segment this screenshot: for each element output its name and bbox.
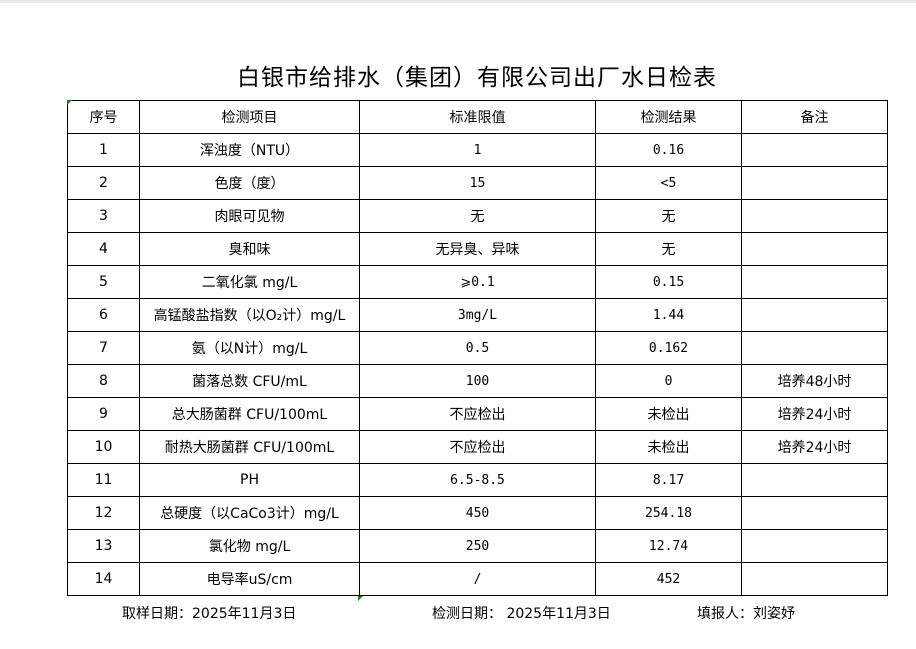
- test-item[interactable]: 总硬度（以CaCo3计）mg/L: [139, 496, 360, 530]
- remark[interactable]: [741, 496, 888, 530]
- table-row: 12 总硬度（以CaCo3计）mg/L 450 254.18: [67, 496, 888, 530]
- table-row: 5 二氧化氯 mg/L ⩾0.1 0.15: [67, 265, 888, 299]
- row-number[interactable]: 4: [67, 232, 140, 266]
- table-row: 11 PH 6.5-8.5 8.17: [67, 463, 888, 497]
- table-row: 14 电导率uS/cm/452: [67, 562, 888, 596]
- standard-limit[interactable]: 1: [359, 133, 596, 167]
- standard-limit[interactable]: 100: [359, 364, 596, 398]
- cell-comment-marker: [358, 596, 363, 601]
- row-number[interactable]: 6: [67, 298, 140, 332]
- standard-limit[interactable]: 3mg/L: [359, 298, 596, 332]
- test-result[interactable]: 8.17: [595, 463, 742, 497]
- remark[interactable]: [741, 166, 888, 200]
- row-number[interactable]: 14: [67, 562, 140, 596]
- remark[interactable]: [741, 232, 888, 266]
- row-number[interactable]: 5: [67, 265, 140, 299]
- test-item[interactable]: 浑浊度（NTU）: [139, 133, 360, 167]
- remark[interactable]: 培养48小时: [741, 364, 888, 398]
- remark[interactable]: 培养24小时: [741, 430, 888, 464]
- window-top-border: [0, 0, 916, 3]
- table-row: 1 浑浊度（NTU） 1 0.16: [67, 133, 888, 167]
- test-item[interactable]: 二氧化氯 mg/L: [139, 265, 360, 299]
- test-result[interactable]: 12.74: [595, 529, 742, 563]
- test-item[interactable]: 高锰酸盐指数（以O₂计）mg/L: [139, 298, 360, 332]
- row-number[interactable]: 11: [67, 463, 140, 497]
- standard-limit[interactable]: 6.5-8.5: [359, 463, 596, 497]
- row-number[interactable]: 10: [67, 430, 140, 464]
- test-item[interactable]: 总大肠菌群 CFU/100mL: [139, 397, 360, 431]
- column-header[interactable]: 标准限值: [359, 100, 596, 134]
- test-result[interactable]: 0.15: [595, 265, 742, 299]
- row-number[interactable]: 3: [67, 199, 140, 233]
- test-result[interactable]: 未检出: [595, 397, 742, 431]
- remark[interactable]: [741, 562, 888, 596]
- row-number[interactable]: 13: [67, 529, 140, 563]
- reporter: 填报人：刘姿妤: [697, 606, 795, 622]
- test-result[interactable]: 0.162: [595, 331, 742, 365]
- table-row: 9 总大肠菌群 CFU/100mL 不应检出 未检出 培养24小时: [67, 397, 888, 431]
- test-result[interactable]: 0.16: [595, 133, 742, 167]
- table-row: 2 色度（度） 15 <5: [67, 166, 888, 200]
- test-item[interactable]: 臭和味: [139, 232, 360, 266]
- test-result[interactable]: 0: [595, 364, 742, 398]
- sample-date: 取样日期：2025年11月3日: [122, 606, 297, 622]
- remark[interactable]: [741, 199, 888, 233]
- test-item[interactable]: 菌落总数 CFU/mL: [139, 364, 360, 398]
- test-item[interactable]: 氯化物 mg/L: [139, 529, 360, 563]
- column-header[interactable]: 备注: [741, 100, 888, 134]
- test-date: 检测日期： 2025年11月3日: [432, 606, 611, 622]
- standard-limit[interactable]: ⩾0.1: [359, 265, 596, 299]
- table-row: 8 菌落总数 CFU/mL 100 0 培养48小时: [67, 364, 888, 398]
- table-row: 10 耐热大肠菌群 CFU/100mL 不应检出 未检出 培养24小时: [67, 430, 888, 464]
- test-result[interactable]: 254.18: [595, 496, 742, 530]
- test-result[interactable]: 452: [595, 562, 742, 596]
- remark[interactable]: [741, 463, 888, 497]
- test-item[interactable]: PH: [139, 463, 360, 497]
- column-header[interactable]: 检测项目: [139, 100, 360, 134]
- column-header[interactable]: 序号: [67, 100, 140, 134]
- row-number[interactable]: 7: [67, 331, 140, 365]
- table-header-row: 序号 检测项目 标准限值 检测结果 备注: [67, 100, 888, 134]
- cell-comment-marker: [67, 100, 72, 105]
- standard-limit[interactable]: 不应检出: [359, 397, 596, 431]
- table-row: 7 氨（以N计）mg/L 0.5 0.162: [67, 331, 888, 365]
- test-item[interactable]: 氨（以N计）mg/L: [139, 331, 360, 365]
- test-item[interactable]: 耐热大肠菌群 CFU/100mL: [139, 430, 360, 464]
- table-row: 13 氯化物 mg/L 250 12.74: [67, 529, 888, 563]
- remark[interactable]: [741, 298, 888, 332]
- standard-limit[interactable]: 0.5: [359, 331, 596, 365]
- row-number[interactable]: 2: [67, 166, 140, 200]
- test-result[interactable]: <5: [595, 166, 742, 200]
- column-header[interactable]: 检测结果: [595, 100, 742, 134]
- remark[interactable]: [741, 331, 888, 365]
- table-row: 3 肉眼可见物无无: [67, 199, 888, 233]
- row-number[interactable]: 8: [67, 364, 140, 398]
- standard-limit[interactable]: 无异臭、异味: [359, 232, 596, 266]
- row-number[interactable]: 1: [67, 133, 140, 167]
- test-item[interactable]: 肉眼可见物: [139, 199, 360, 233]
- remark[interactable]: 培养24小时: [741, 397, 888, 431]
- inspection-table: 序号 检测项目 标准限值 检测结果 备注 1 浑浊度（NTU） 1 0.16 2 色度（度） 15 <…: [67, 100, 888, 596]
- table-row: 4 臭和味 无异臭、异味无: [67, 232, 888, 266]
- remark[interactable]: [741, 265, 888, 299]
- test-result[interactable]: 无: [595, 232, 742, 266]
- test-item[interactable]: 色度（度）: [139, 166, 360, 200]
- row-number[interactable]: 9: [67, 397, 140, 431]
- remark[interactable]: [741, 133, 888, 167]
- test-item[interactable]: 电导率uS/cm: [139, 562, 360, 596]
- table-row: 6 高锰酸盐指数（以O₂计）mg/L 3mg/L 1.44: [67, 298, 888, 332]
- standard-limit[interactable]: 不应检出: [359, 430, 596, 464]
- standard-limit[interactable]: /: [359, 562, 596, 596]
- test-result[interactable]: 未检出: [595, 430, 742, 464]
- test-result[interactable]: 1.44: [595, 298, 742, 332]
- remark[interactable]: [741, 529, 888, 563]
- standard-limit[interactable]: 450: [359, 496, 596, 530]
- row-number[interactable]: 12: [67, 496, 140, 530]
- standard-limit[interactable]: 无: [359, 199, 596, 233]
- test-result[interactable]: 无: [595, 199, 742, 233]
- standard-limit[interactable]: 250: [359, 529, 596, 563]
- page-title: 白银市给排水（集团）有限公司出厂水日检表: [237, 65, 717, 91]
- standard-limit[interactable]: 15: [359, 166, 596, 200]
